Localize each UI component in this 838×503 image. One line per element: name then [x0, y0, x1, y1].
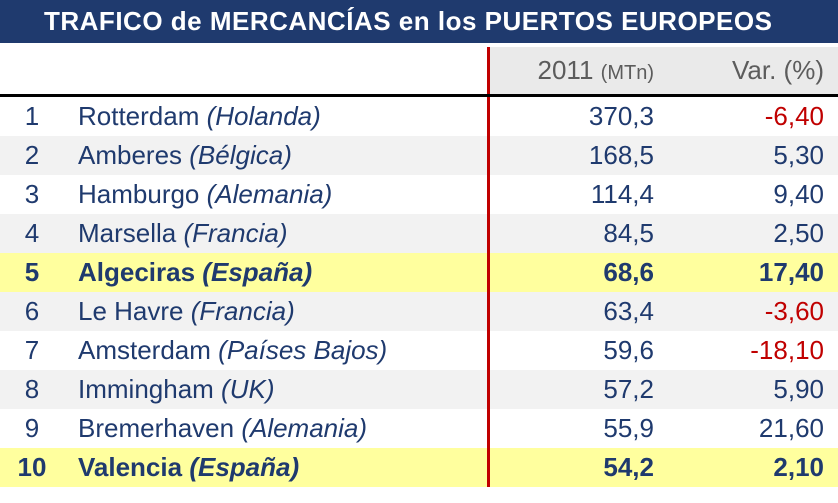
- table-row: 6Le Havre (Francia)63,4-3,60: [0, 292, 838, 331]
- port-country: (Francia): [191, 296, 295, 326]
- port-country: (Países Bajos): [218, 335, 387, 365]
- cell-variation: 17,40: [668, 253, 838, 292]
- cell-variation: -3,60: [668, 292, 838, 331]
- port-name: Rotterdam: [78, 101, 207, 131]
- table-row: 4Marsella (Francia)84,52,50: [0, 214, 838, 253]
- cell-variation: 2,50: [668, 214, 838, 253]
- cell-variation: 5,90: [668, 370, 838, 409]
- cell-rank: 6: [0, 292, 64, 331]
- cell-port: Immingham (UK): [64, 370, 488, 409]
- port-country: (España): [189, 452, 299, 482]
- port-name: Amsterdam: [78, 335, 218, 365]
- table-row: 7Amsterdam (Países Bajos)59,6-18,10: [0, 331, 838, 370]
- page-title: TRAFICO de MERCANCÍAS en los PUERTOS EUR…: [0, 0, 838, 43]
- cell-value: 68,6: [488, 253, 668, 292]
- cell-value: 114,4: [488, 175, 668, 214]
- port-country: (Holanda): [207, 101, 321, 131]
- port-name: Amberes: [78, 140, 189, 170]
- cell-rank: 2: [0, 136, 64, 175]
- header-empty-rank: [0, 45, 64, 96]
- port-name: Immingham: [78, 374, 221, 404]
- header-value-year: 2011: [538, 55, 594, 85]
- cell-rank: 7: [0, 331, 64, 370]
- port-name: Hamburgo: [78, 179, 207, 209]
- cell-port: Amberes (Bélgica): [64, 136, 488, 175]
- table-row: 5Algeciras (España)68,617,40: [0, 253, 838, 292]
- table-body: 1Rotterdam (Holanda)370,3-6,402Amberes (…: [0, 96, 838, 488]
- header-value-unit: (MTn): [601, 62, 654, 84]
- table-row: 1Rotterdam (Holanda)370,3-6,40: [0, 96, 838, 137]
- cell-variation: -18,10: [668, 331, 838, 370]
- port-name: Marsella: [78, 218, 183, 248]
- cell-variation: -6,40: [668, 96, 838, 137]
- cell-port: Marsella (Francia): [64, 214, 488, 253]
- cell-variation: 21,60: [668, 409, 838, 448]
- port-name: Valencia: [78, 452, 189, 482]
- ports-table-container: 2011 (MTn) Var. (%) 1Rotterdam (Holanda)…: [0, 43, 838, 487]
- table-row: 2Amberes (Bélgica)168,55,30: [0, 136, 838, 175]
- cell-value: 168,5: [488, 136, 668, 175]
- cell-port: Hamburgo (Alemania): [64, 175, 488, 214]
- table-header-row: 2011 (MTn) Var. (%): [0, 45, 838, 96]
- ports-table: 2011 (MTn) Var. (%) 1Rotterdam (Holanda)…: [0, 43, 838, 487]
- port-name: Algeciras: [78, 257, 202, 287]
- cell-value: 63,4: [488, 292, 668, 331]
- port-name: Le Havre: [78, 296, 191, 326]
- cell-variation: 9,40: [668, 175, 838, 214]
- cell-port: Amsterdam (Países Bajos): [64, 331, 488, 370]
- cell-value: 57,2: [488, 370, 668, 409]
- cell-variation: 2,10: [668, 448, 838, 487]
- cell-variation: 5,30: [668, 136, 838, 175]
- cell-port: Le Havre (Francia): [64, 292, 488, 331]
- cell-value: 54,2: [488, 448, 668, 487]
- cell-rank: 8: [0, 370, 64, 409]
- port-country: (UK): [221, 374, 274, 404]
- cell-port: Algeciras (España): [64, 253, 488, 292]
- cell-value: 59,6: [488, 331, 668, 370]
- table-row: 3Hamburgo (Alemania)114,49,40: [0, 175, 838, 214]
- cell-port: Rotterdam (Holanda): [64, 96, 488, 137]
- cell-rank: 1: [0, 96, 64, 137]
- cell-rank: 3: [0, 175, 64, 214]
- header-variation: Var. (%): [668, 45, 838, 96]
- port-country: (Alemania): [241, 413, 367, 443]
- cell-port: Valencia (España): [64, 448, 488, 487]
- cell-value: 370,3: [488, 96, 668, 137]
- cell-rank: 5: [0, 253, 64, 292]
- port-name: Bremerhaven: [78, 413, 241, 443]
- header-value: 2011 (MTn): [488, 45, 668, 96]
- port-country: (Alemania): [207, 179, 333, 209]
- table-row: 9Bremerhaven (Alemania)55,921,60: [0, 409, 838, 448]
- port-country: (España): [202, 257, 312, 287]
- cell-value: 84,5: [488, 214, 668, 253]
- table-row: 8Immingham (UK)57,25,90: [0, 370, 838, 409]
- cell-port: Bremerhaven (Alemania): [64, 409, 488, 448]
- table-row: 10Valencia (España)54,22,10: [0, 448, 838, 487]
- port-country: (Bélgica): [189, 140, 292, 170]
- cell-rank: 4: [0, 214, 64, 253]
- cell-rank: 9: [0, 409, 64, 448]
- port-country: (Francia): [183, 218, 287, 248]
- header-empty-name: [64, 45, 488, 96]
- cell-value: 55,9: [488, 409, 668, 448]
- cell-rank: 10: [0, 448, 64, 487]
